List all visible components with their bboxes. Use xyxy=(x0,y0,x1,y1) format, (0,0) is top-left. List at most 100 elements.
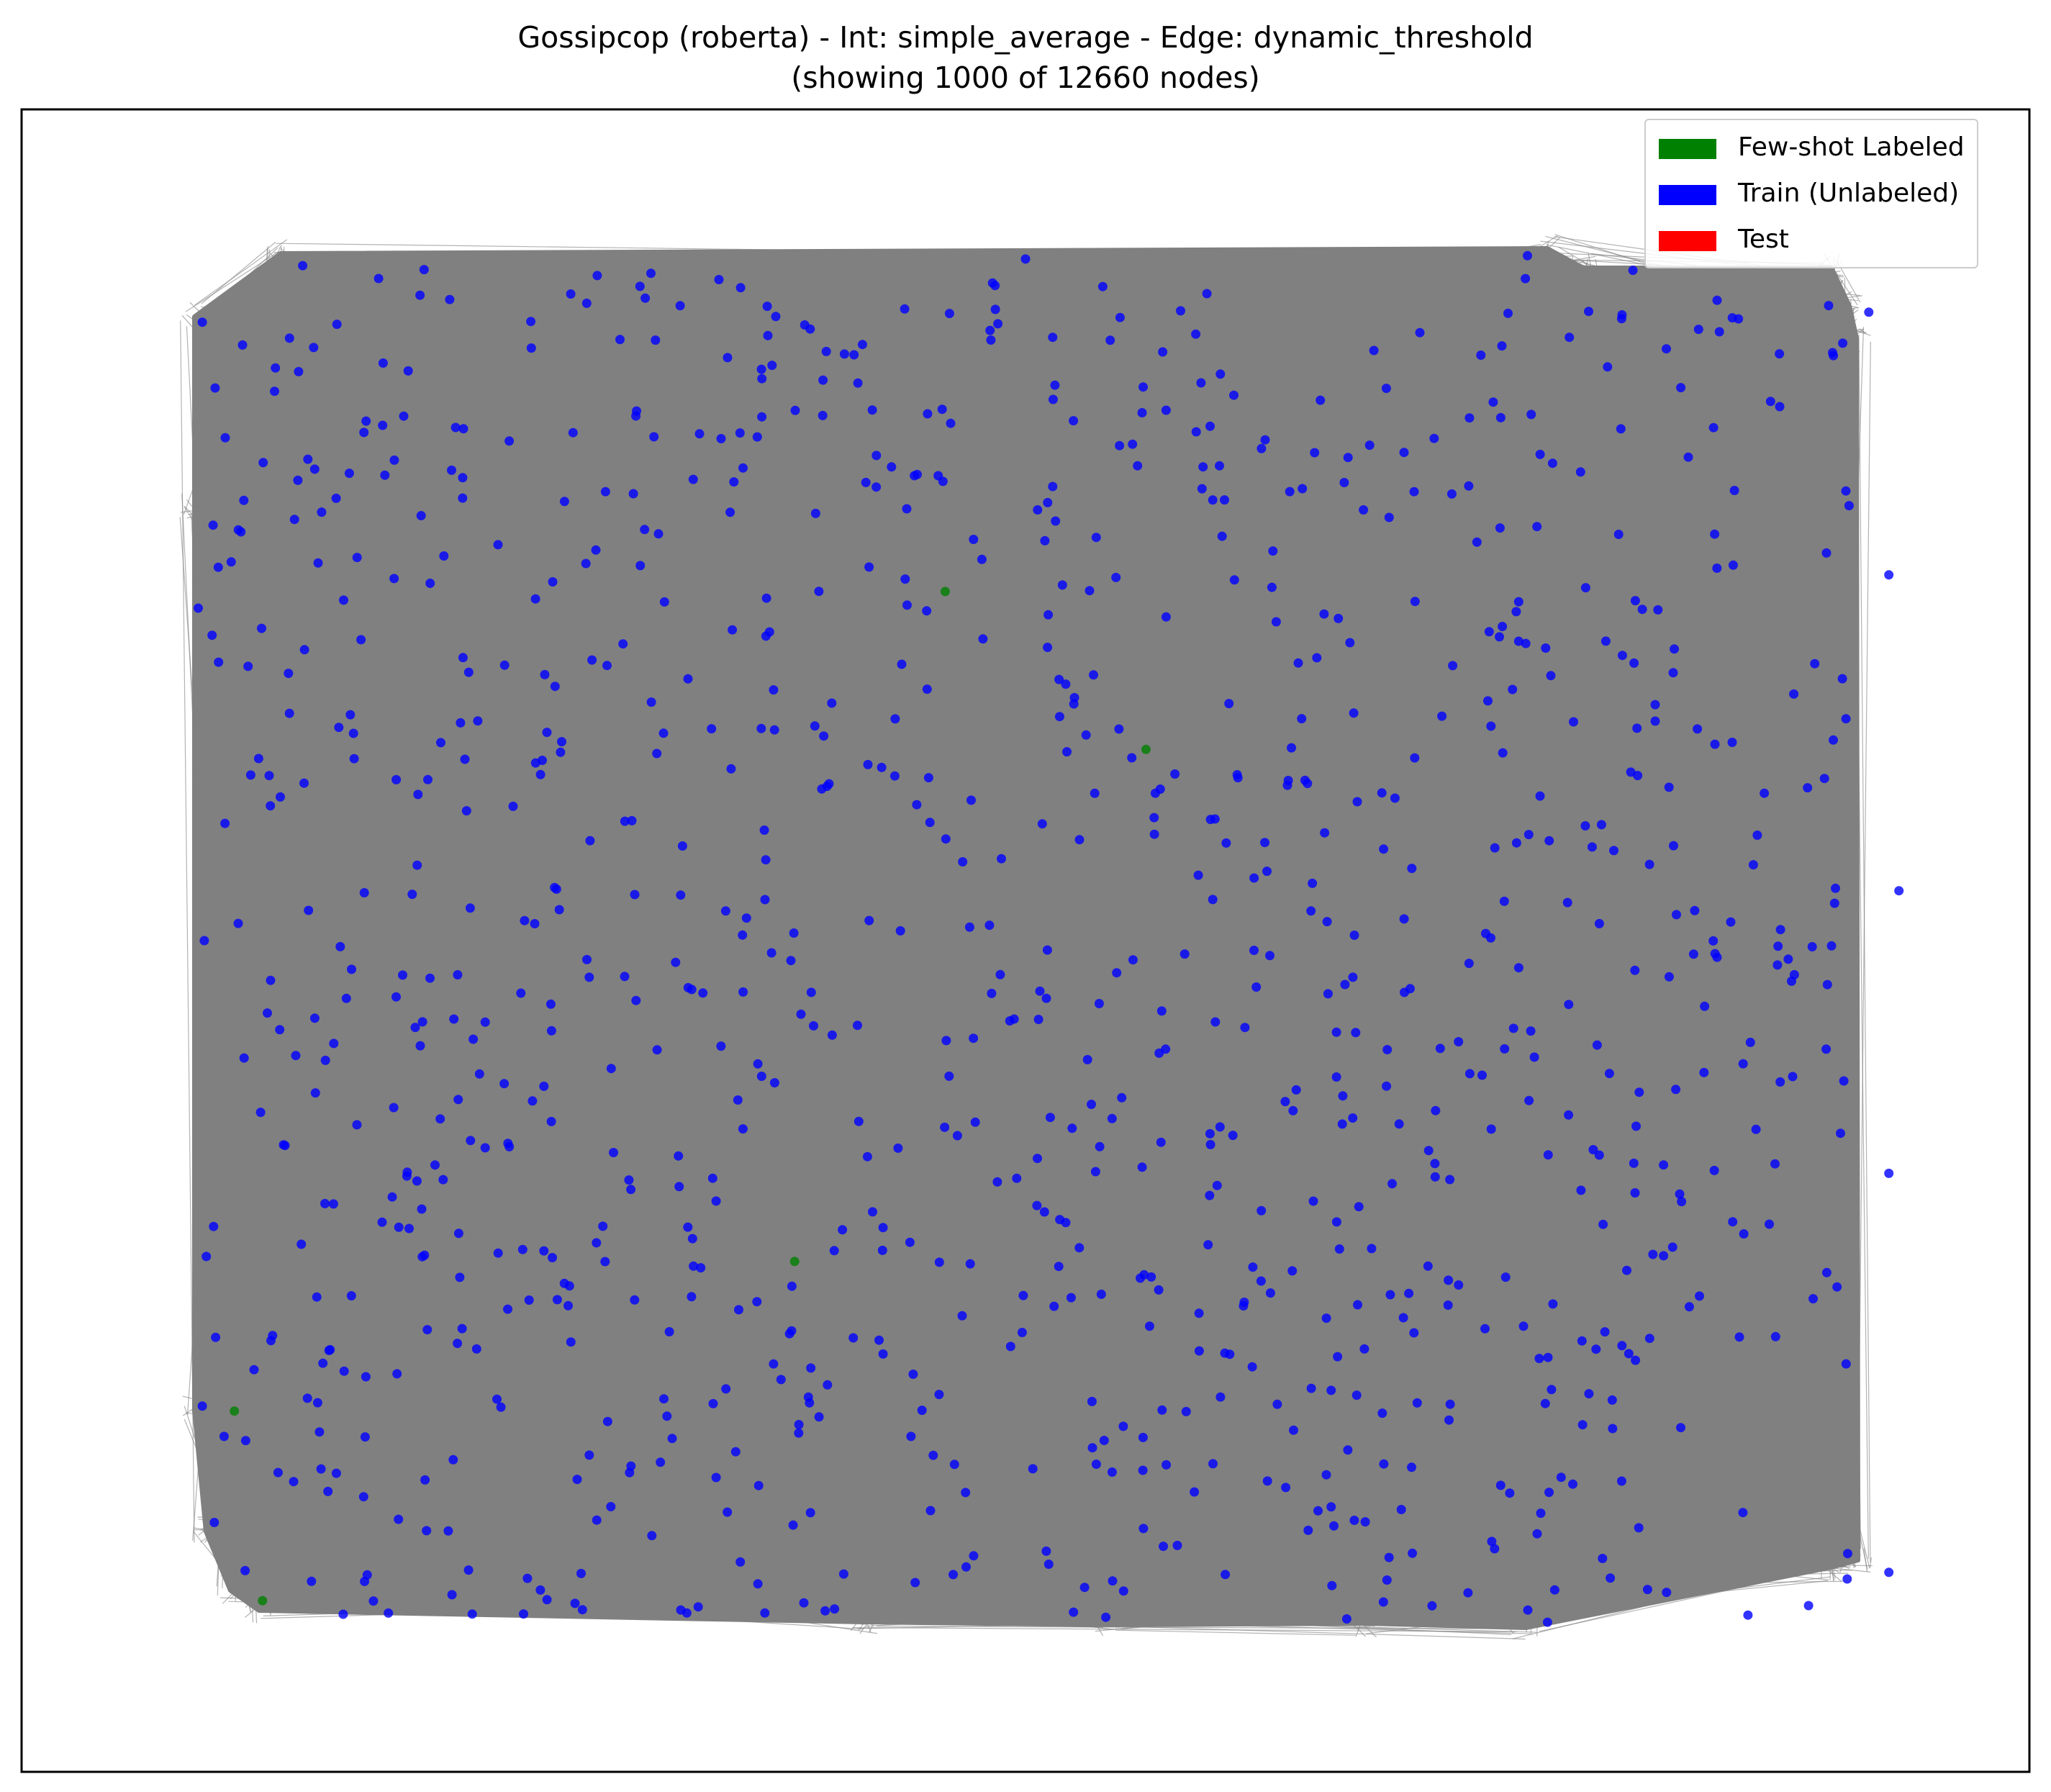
train-node xyxy=(1832,1282,1842,1292)
train-node xyxy=(1326,1385,1336,1395)
train-node xyxy=(769,725,779,735)
train-node xyxy=(331,1468,341,1478)
edge xyxy=(1359,253,1841,1614)
train-node xyxy=(1668,668,1678,678)
train-node xyxy=(1018,1290,1028,1300)
edge xyxy=(200,1416,1829,1580)
train-node xyxy=(1624,1349,1634,1359)
train-node xyxy=(789,928,799,938)
edge xyxy=(1819,299,1852,1563)
train-node xyxy=(984,920,995,931)
train-node xyxy=(463,667,474,677)
edge xyxy=(188,307,1860,515)
train-node xyxy=(1215,1392,1226,1402)
train-node xyxy=(803,1392,813,1402)
train-node xyxy=(1360,1517,1370,1527)
train-node xyxy=(1765,397,1775,407)
train-node xyxy=(1745,1037,1755,1047)
train-node xyxy=(1808,1294,1818,1304)
train-node xyxy=(1671,1085,1681,1095)
train-node xyxy=(863,759,873,769)
train-node xyxy=(948,1570,958,1580)
train-node xyxy=(445,294,455,304)
edge xyxy=(240,1592,1536,1633)
train-node xyxy=(436,738,445,748)
train-node xyxy=(258,458,268,468)
few-shot-node xyxy=(789,1257,800,1267)
train-node xyxy=(587,655,597,665)
train-node xyxy=(1444,1275,1454,1285)
train-node xyxy=(1364,440,1375,451)
train-node xyxy=(900,304,910,314)
train-node xyxy=(820,1606,830,1616)
edge xyxy=(269,308,1855,1601)
train-node xyxy=(757,374,767,384)
train-node xyxy=(417,1017,427,1027)
train-node xyxy=(530,919,540,928)
train-node xyxy=(1409,487,1419,497)
train-node xyxy=(1191,427,1201,437)
train-node xyxy=(1499,896,1509,906)
train-node xyxy=(1644,859,1654,869)
edge xyxy=(184,1406,252,1613)
train-node xyxy=(528,1096,538,1106)
edge xyxy=(1554,234,1871,336)
train-node xyxy=(535,1585,545,1595)
train-node xyxy=(640,525,650,535)
train-node xyxy=(1028,1464,1038,1474)
train-node xyxy=(1045,1113,1055,1123)
train-node xyxy=(940,1122,950,1132)
train-node xyxy=(467,1609,477,1619)
train-node xyxy=(1048,481,1058,492)
train-node xyxy=(1127,753,1137,763)
train-node xyxy=(389,455,399,465)
train-node xyxy=(708,1398,718,1408)
train-node xyxy=(647,1531,657,1541)
train-node xyxy=(458,653,468,663)
train-node xyxy=(1415,327,1425,338)
train-node xyxy=(1194,1308,1204,1318)
train-node xyxy=(1387,1179,1397,1189)
edge xyxy=(232,1594,1526,1626)
train-node xyxy=(674,1182,684,1192)
train-node xyxy=(458,424,468,434)
train-node xyxy=(961,1562,971,1572)
train-node xyxy=(1709,1165,1719,1175)
train-node xyxy=(448,1454,458,1465)
train-node xyxy=(546,1026,556,1036)
train-node xyxy=(1334,1244,1344,1254)
train-node xyxy=(810,508,820,518)
edge xyxy=(872,302,1848,1618)
train-node xyxy=(928,1450,938,1460)
train-node xyxy=(1322,917,1332,927)
train-node xyxy=(1069,692,1079,702)
train-node xyxy=(1108,1576,1118,1586)
train-node xyxy=(1229,390,1239,400)
train-node xyxy=(1316,395,1326,405)
train-node xyxy=(757,412,767,422)
train-node xyxy=(1584,307,1593,317)
edge xyxy=(850,311,1850,1632)
train-node xyxy=(683,982,693,992)
train-node xyxy=(735,428,745,438)
train-node xyxy=(687,1234,697,1244)
train-node xyxy=(1775,349,1785,359)
train-node xyxy=(1352,1390,1362,1400)
train-node xyxy=(1427,1601,1437,1611)
edge xyxy=(279,264,1842,1582)
train-node xyxy=(970,1117,980,1127)
train-node xyxy=(1431,1105,1441,1116)
train-node xyxy=(723,1507,733,1517)
train-node xyxy=(1326,1502,1336,1512)
train-node xyxy=(887,462,897,472)
train-node xyxy=(794,1420,804,1429)
edge xyxy=(186,314,1856,1547)
train-node xyxy=(1159,1542,1168,1552)
train-node xyxy=(1598,1219,1608,1229)
edge xyxy=(287,257,877,1611)
train-node xyxy=(1249,873,1259,883)
edge xyxy=(179,517,258,1601)
train-node xyxy=(1382,1045,1393,1054)
edge xyxy=(216,1532,221,1587)
train-node xyxy=(1394,1119,1404,1129)
